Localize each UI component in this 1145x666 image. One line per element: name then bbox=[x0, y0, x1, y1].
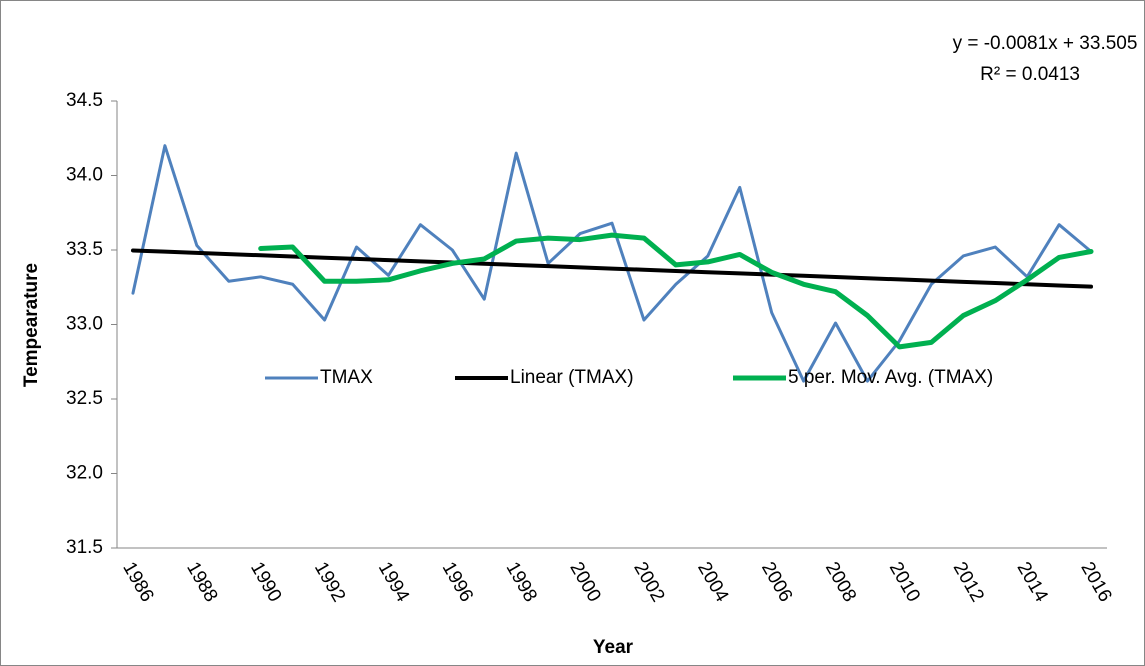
legend-label: 5 per. Mov. Avg. (TMAX) bbox=[788, 367, 993, 388]
series-line bbox=[130, 248, 1094, 289]
series-line bbox=[131, 144, 1093, 383]
r-squared: R² = 0.0413 bbox=[980, 64, 1080, 85]
trend-equation: y = -0.0081x + 33.505 bbox=[953, 33, 1138, 54]
legend-label: Linear (TMAX) bbox=[510, 367, 634, 388]
series-line bbox=[258, 232, 1094, 350]
legend-label: TMAX bbox=[320, 367, 373, 388]
y-tick-label: 32.0 bbox=[66, 463, 103, 484]
y-tick-label: 31.5 bbox=[66, 537, 103, 558]
y-tick-label: 32.5 bbox=[66, 388, 103, 409]
y-tick-label: 33.5 bbox=[66, 239, 103, 260]
y-tick-label: 34.5 bbox=[66, 90, 103, 111]
y-tick-label: 33.0 bbox=[66, 314, 103, 335]
x-axis-title: Year bbox=[593, 637, 634, 658]
y-axis-title: Tempearature bbox=[21, 263, 42, 387]
y-tick-label: 34.0 bbox=[66, 165, 103, 186]
